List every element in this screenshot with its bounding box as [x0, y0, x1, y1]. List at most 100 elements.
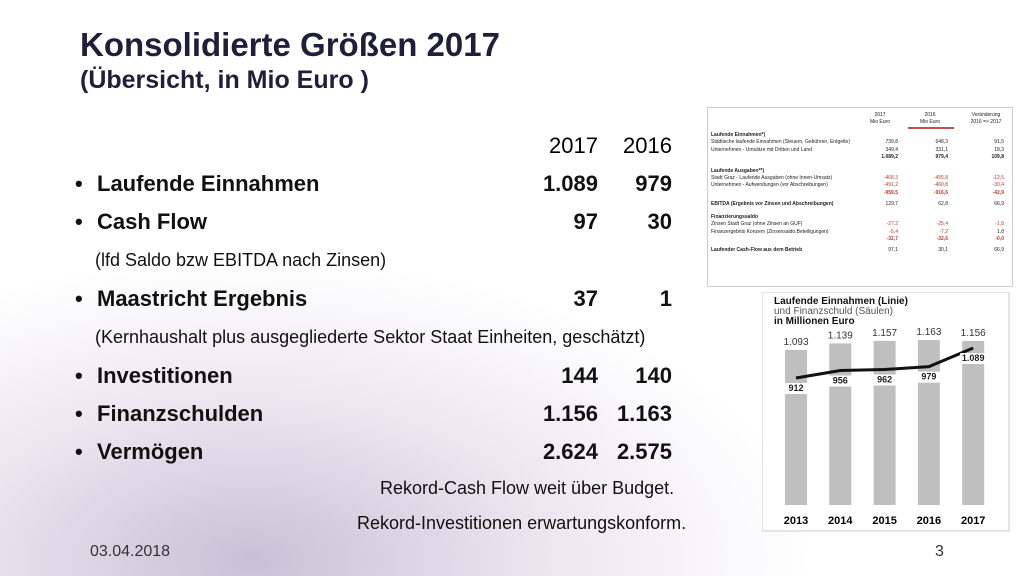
x-tick-label: 2017 — [961, 515, 985, 527]
bar — [785, 349, 807, 505]
item-label: Cash Flow — [97, 209, 208, 234]
bullet: • — [75, 363, 83, 388]
table-cell: -7,2 — [939, 228, 948, 235]
table-cell: -25,4 — [936, 221, 948, 228]
bar-label: 1.093 — [783, 337, 808, 348]
table-cell: 1.089,2 — [881, 154, 898, 161]
table-head: 2016 => 2017 — [970, 119, 1002, 125]
table-label: Finanzergebnis Konzern (Zinsensaldo,Bete… — [711, 228, 829, 235]
table-cell: -12,5 — [992, 174, 1004, 181]
table-label: Städtische laufende Einnahmen (Steuern, … — [711, 139, 850, 145]
table-head: 2016 — [924, 112, 936, 118]
table-label: Laufender Cash-Flow aus dem Betrieb — [711, 247, 803, 253]
table-cell: -32,7 — [886, 236, 898, 243]
bar-label: 1.163 — [916, 327, 941, 338]
table-head: 2017 — [874, 112, 886, 118]
item-label: Vermögen — [97, 439, 204, 464]
chart-title: Laufende Einnahmen (Linie) — [774, 296, 908, 307]
col-head: 2016 — [623, 133, 672, 158]
table-cell: 1,8 — [997, 228, 1004, 235]
table-cell: 979,4 — [935, 154, 948, 161]
table-head: Mio Euro — [919, 119, 940, 125]
table-cell: -468,3 — [883, 174, 898, 181]
value-2016: 979 — [635, 171, 672, 196]
table-cell: 109,8 — [991, 154, 1004, 161]
item-label: Investitionen — [97, 363, 233, 388]
table-cell: -27,2 — [886, 221, 898, 228]
col-head: 2017 — [549, 133, 598, 158]
table-cell: 66,9 — [994, 247, 1004, 253]
table-cell: -1,8 — [995, 221, 1004, 228]
chart: Laufende Einnahmen (Linie)und Finanzschu… — [762, 292, 1010, 532]
value-2017: 97 — [573, 209, 598, 234]
bullet: • — [75, 209, 83, 234]
table-label: Stadt Graz - Laufende Ausgaben (ohne Inn… — [711, 174, 833, 181]
chart-title: in Millionen Euro — [774, 316, 855, 327]
closing: Rekord-Cash Flow weit über Budget. — [380, 478, 675, 498]
value-2016: 140 — [635, 363, 672, 388]
note: (lfd Saldo bzw EBITDA nach Zinsen) — [95, 250, 387, 270]
table-cell: -30,4 — [992, 182, 1004, 189]
table-cell: 66,9 — [994, 200, 1004, 207]
line-label-bg — [915, 371, 942, 383]
table-cell: 30,1 — [938, 247, 948, 253]
table-cell: -32,6 — [936, 236, 948, 243]
table-section: Laufende Einnahmen*) — [711, 132, 766, 138]
value-2016: 1 — [659, 286, 672, 311]
table-cell: -455,8 — [933, 174, 948, 181]
line-label: 956 — [833, 376, 848, 386]
header-rule — [908, 127, 954, 129]
table-label: Zinsen Stadt Graz (ohne Zinsen an GUF) — [711, 221, 803, 228]
bar-label: 1.157 — [872, 328, 897, 339]
table-cell: -5,4 — [889, 228, 898, 235]
table-cell: 331,1 — [935, 146, 948, 153]
table-label: Unternehmen - Umsätze mit Dritten und La… — [711, 146, 812, 153]
line-label: 962 — [877, 375, 892, 385]
table-cell: -916,6 — [933, 190, 948, 196]
line-label-bg — [783, 383, 809, 394]
bullet: • — [75, 439, 83, 464]
table-cell: -491,2 — [883, 182, 898, 189]
bar-label: 1.156 — [961, 328, 986, 339]
table-cell: -0,0 — [995, 236, 1004, 243]
x-tick-label: 2014 — [828, 515, 853, 527]
table-cell: 739,8 — [885, 139, 898, 145]
bar-label: 1.139 — [828, 330, 853, 341]
page-number: 3 — [935, 543, 944, 560]
table-label: Unternehmen - Aufwendungen (vor Abschrei… — [711, 182, 828, 189]
value-2016: 2.575 — [616, 439, 672, 464]
value-2017: 1.089 — [542, 171, 598, 196]
line-label-bg — [827, 375, 854, 387]
item-label: Laufende Einnahmen — [97, 171, 320, 196]
title: Konsolidierte Größen 2017 — [80, 26, 500, 63]
table-head: Mio Euro — [869, 119, 890, 125]
value-2016: 1.163 — [616, 401, 672, 426]
table-cell: -460,8 — [933, 182, 948, 189]
x-tick-label: 2015 — [872, 515, 896, 527]
line-label: 1.089 — [962, 353, 985, 363]
table-section: Finanzierungssaldo — [711, 214, 758, 221]
table-cell: 129,7 — [885, 200, 898, 207]
x-tick-label: 2016 — [917, 515, 941, 527]
line — [795, 346, 974, 380]
bar — [829, 343, 852, 505]
value-2017: 37 — [573, 286, 598, 311]
table-label: EBITDA (Ergebnis vor Zinsen und Abschrei… — [711, 200, 834, 207]
bullet: • — [75, 171, 83, 196]
table-cell: 62,8 — [938, 200, 948, 207]
note: (Kernhaushalt plus ausgegliederte Sektor… — [95, 327, 646, 347]
bullet: • — [75, 401, 83, 426]
table-head: Veränderung — [971, 112, 1001, 118]
table-cell: -959,5 — [883, 190, 898, 196]
value-2017: 1.156 — [542, 401, 598, 426]
chart-title: und Finanzschuld (Säulen) — [774, 306, 893, 317]
line-label: 979 — [921, 372, 936, 382]
line-label: 912 — [788, 383, 803, 393]
table: 2017 2016 Veränderung Mio Euro Mio Euro 2016 … — [707, 107, 1013, 287]
table-cell: -42,9 — [992, 190, 1004, 196]
bullet: • — [75, 286, 83, 311]
value-2016: 30 — [647, 209, 672, 234]
table-cell: 18,3 — [994, 146, 1004, 153]
table-cell: 97,1 — [888, 247, 898, 253]
